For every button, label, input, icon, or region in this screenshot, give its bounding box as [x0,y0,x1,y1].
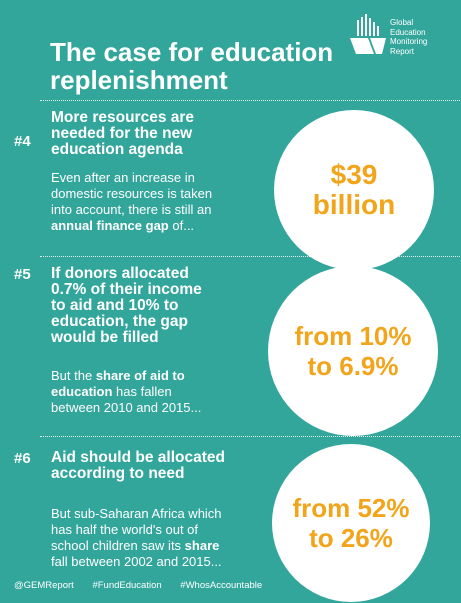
dotted-divider [40,256,460,257]
twitter-handle-link[interactable]: @GEMReport [14,580,74,591]
highlight-value: billion [312,189,396,220]
highlight-value: to 26% [309,523,393,553]
dotted-divider [40,436,460,437]
gem-report-logo: Global Education Monitoring Report [348,14,458,60]
dotted-divider [40,100,460,101]
footer-social: @GEMReport #FundEducation #WhosAccountab… [14,580,454,591]
heading-line: according to need [51,465,185,482]
heading-line: needed for the new [51,125,193,142]
body-text: has fallen [112,384,172,399]
logo-line: Report [390,46,415,56]
section-6: #6 Aid should be allocated according to … [0,436,461,602]
section-number: #5 [14,266,31,283]
hashtag-fund-education-link[interactable]: #FundEducation [92,580,162,591]
section-number: #6 [14,450,31,467]
heading-line: education agenda [51,141,183,158]
body-text: But the [51,368,96,383]
section-5: #5 If donors allocated 0.7% of their inc… [0,256,461,436]
hashtag-whos-accountable-link[interactable]: #WhosAccountable [180,580,263,591]
body-line: school children saw its share [51,538,251,554]
body-line: has half the world's out of [51,522,251,538]
section-heading: Aid should be allocated according to nee… [51,450,251,482]
logo-line: Education [390,27,426,37]
body-line: into account, there is still an [51,202,241,218]
heading-line: would be filled [51,329,159,346]
body-emphasis: share [184,538,220,553]
highlight-value: from 52% [292,493,410,523]
title-line: replenishment [50,65,228,95]
page-title: The case for education replenishment [50,38,350,94]
body-text: But sub-Saharan Africa which [51,506,222,521]
body-text: domestic resources is taken [51,186,213,201]
body-text: between 2010 and 2015... [51,400,202,415]
highlight-circle: $39 billion [274,110,434,270]
highlight-circle: from 52% to 26% [272,444,430,602]
body-line: fall between 2002 and 2015... [51,554,251,570]
highlight-circle: from 10% to 6.9% [268,266,438,436]
body-line: But the share of aid to [51,368,241,384]
body-text: fall between 2002 and 2015... [51,554,222,569]
body-line: between 2010 and 2015... [51,400,241,416]
heading-line: 0.7% of their income [51,281,202,298]
section-body: But the share of aid to education has fal… [51,368,241,416]
logo-line: Global [390,18,414,27]
body-line: domestic resources is taken [51,186,241,202]
section-body: Even after an increase in domestic resour… [51,170,241,234]
body-text: Even after an increase in [51,170,195,185]
body-text: into account, there is still an [51,202,212,217]
highlight-value: $39 [330,159,378,190]
books-logo-icon [350,14,386,54]
body-text: of... [168,218,195,233]
body-line: annual finance gap of... [51,218,241,234]
heading-line: Aid should be allocated [51,449,225,466]
body-text: school children saw its [51,538,185,553]
heading-line: More resources are [51,109,195,126]
body-text: has half the world's out of [51,522,199,537]
highlight-value: from 10% [294,321,412,351]
heading-line: education, the gap [51,313,188,330]
body-line: Even after an increase in [51,170,241,186]
body-emphasis: education [51,384,113,399]
section-heading: More resources are needed for the new ed… [51,110,241,158]
highlight-value: to 6.9% [307,351,399,381]
body-line: education has fallen [51,384,241,400]
section-body: But sub-Saharan Africa which has half the… [51,506,251,570]
body-emphasis: annual finance gap [51,218,169,233]
section-heading: If donors allocated 0.7% of their income… [51,266,241,346]
heading-line: If donors allocated [51,265,189,282]
body-line: But sub-Saharan Africa which [51,506,251,522]
logo-wordmark: Global Education Monitoring Report [390,18,427,56]
body-emphasis: share of aid to [95,368,185,383]
heading-line: to aid and 10% to [51,297,179,314]
logo-line: Monitoring [390,37,428,46]
section-number: #4 [14,133,31,150]
section-4: #4 More resources are needed for the new… [0,100,461,270]
title-line: The case for education [50,37,334,67]
